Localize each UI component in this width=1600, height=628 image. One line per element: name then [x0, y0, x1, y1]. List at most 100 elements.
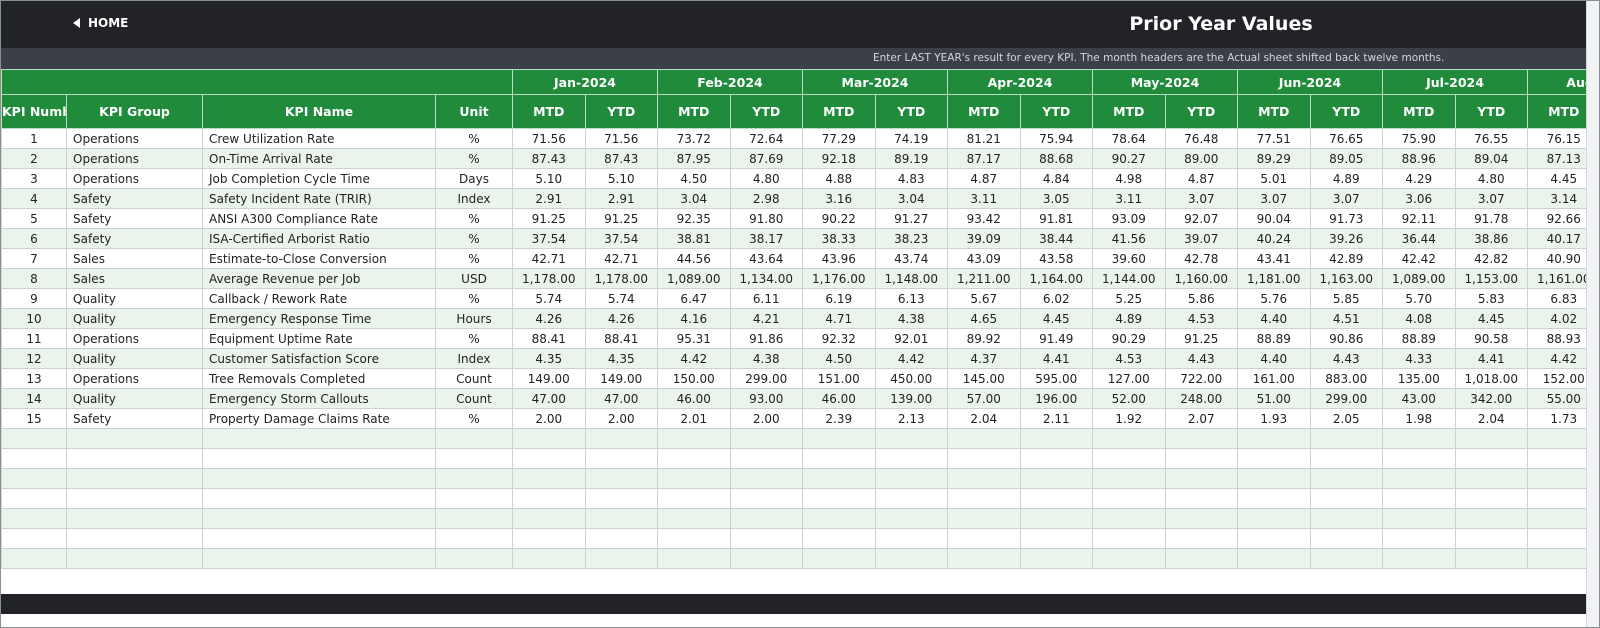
cell: 92.66: [1527, 208, 1586, 229]
cell: 5.83: [1454, 288, 1529, 309]
empty-cell: [584, 548, 658, 569]
empty-cell: [1, 448, 67, 469]
cell: 3.07: [1164, 188, 1239, 209]
sub-header: MTD: [1527, 94, 1586, 129]
empty-cell: [66, 428, 203, 449]
cell: 1,211.00: [947, 268, 1021, 289]
cell: 4.35: [584, 348, 658, 369]
empty-cell: [435, 508, 513, 529]
cell: 4.89: [1092, 308, 1166, 329]
empty-cell: [584, 528, 658, 549]
empty-cell: [584, 428, 658, 449]
cell: 4: [1, 188, 67, 209]
cell: 75.90: [1382, 128, 1456, 149]
cell: %: [435, 328, 513, 349]
sub-header: MTD: [1092, 94, 1166, 129]
cell: ISA-Certified Arborist Ratio: [202, 228, 436, 249]
cell: 2.98: [729, 188, 803, 209]
empty-cell: [202, 448, 436, 469]
cell: 3.06: [1382, 188, 1456, 209]
empty-cell: [202, 508, 436, 529]
empty-cell: [874, 488, 948, 509]
cell: 37.54: [584, 228, 658, 249]
cell: Operations: [66, 328, 203, 349]
cell: 92.11: [1382, 208, 1456, 229]
cell: 299.00: [1309, 388, 1384, 409]
cell: 1,163.00: [1309, 268, 1384, 289]
instruction-bar: Enter LAST YEAR's result for every KPI. …: [1, 48, 1586, 69]
data-row: 10 Quality Emergency Response Time Hours 4.2…: [1, 308, 1586, 329]
empty-cell: [802, 448, 876, 469]
cell: 77.51: [1237, 128, 1311, 149]
empty-cell: [1527, 508, 1586, 529]
empty-cell: [1019, 448, 1094, 469]
cell: 91.81: [1019, 208, 1094, 229]
cell: 91.25: [584, 208, 658, 229]
empty-cell: [1237, 548, 1311, 569]
cell: 9: [1, 288, 67, 309]
cell: 722.00: [1164, 368, 1239, 389]
empty-cell: [947, 528, 1021, 549]
empty-cell: [1092, 528, 1166, 549]
empty-cell: [512, 448, 586, 469]
empty-row: [1, 548, 1586, 569]
cell: 88.89: [1237, 328, 1311, 349]
cell: %: [435, 208, 513, 229]
cell: 90.22: [802, 208, 876, 229]
empty-cell: [435, 548, 513, 569]
cell: 77.29: [802, 128, 876, 149]
empty-cell: [584, 488, 658, 509]
cell: 3.04: [657, 188, 731, 209]
empty-cell: [512, 548, 586, 569]
data-row: 5 Safety ANSI A300 Compliance Rate% 91.25 91…: [1, 208, 1586, 229]
cell: Estimate-to-Close Conversion: [202, 248, 436, 269]
scrollbar[interactable]: [1586, 1, 1599, 627]
cell: 40.24: [1237, 228, 1311, 249]
cell: 4.50: [802, 348, 876, 369]
empty-cell: [1164, 448, 1239, 469]
sub-header: MTD: [947, 94, 1021, 129]
cell: %: [435, 248, 513, 269]
cell: 151.00: [802, 368, 876, 389]
instruction-text: Enter LAST YEAR's result for every KPI. …: [873, 52, 1445, 64]
empty-cell: [1454, 428, 1529, 449]
empty-cell: [1, 528, 67, 549]
column-header: KPI Number: [1, 94, 67, 129]
cell: 1.93: [1237, 408, 1311, 429]
header-blank: [1, 69, 513, 95]
empty-cell: [584, 448, 658, 469]
cell: 92.32: [802, 328, 876, 349]
cell: 4.45: [1454, 308, 1529, 329]
sub-header: MTD: [657, 94, 731, 129]
cell: 883.00: [1309, 368, 1384, 389]
cell: 2.00: [729, 408, 803, 429]
empty-cell: [947, 508, 1021, 529]
cell: 88.41: [584, 328, 658, 349]
cell: 1,178.00: [584, 268, 658, 289]
month-header: Jul-2024: [1382, 69, 1529, 95]
cell: 38.23: [874, 228, 948, 249]
empty-cell: [1382, 448, 1456, 469]
empty-cell: [584, 468, 658, 489]
page-title: Prior Year Values: [1129, 13, 1313, 35]
empty-cell: [1382, 528, 1456, 549]
cell: Quality: [66, 288, 203, 309]
empty-cell: [435, 528, 513, 549]
cell: 6.83: [1527, 288, 1586, 309]
cell: 55.00: [1527, 388, 1586, 409]
cell: 127.00: [1092, 368, 1166, 389]
empty-cell: [435, 468, 513, 489]
home-button[interactable]: HOME: [73, 16, 128, 30]
cell: 248.00: [1164, 388, 1239, 409]
empty-cell: [874, 508, 948, 529]
cell: 88.41: [512, 328, 586, 349]
data-row: 12 Quality Customer Satisfaction Score Inde…: [1, 348, 1586, 369]
empty-cell: [947, 448, 1021, 469]
cell: 2.01: [657, 408, 731, 429]
cell: Hours: [435, 308, 513, 329]
empty-cell: [435, 488, 513, 509]
empty-cell: [1309, 488, 1384, 509]
empty-cell: [1164, 428, 1239, 449]
cell: 1,018.00: [1454, 368, 1529, 389]
cell: 4.16: [657, 308, 731, 329]
